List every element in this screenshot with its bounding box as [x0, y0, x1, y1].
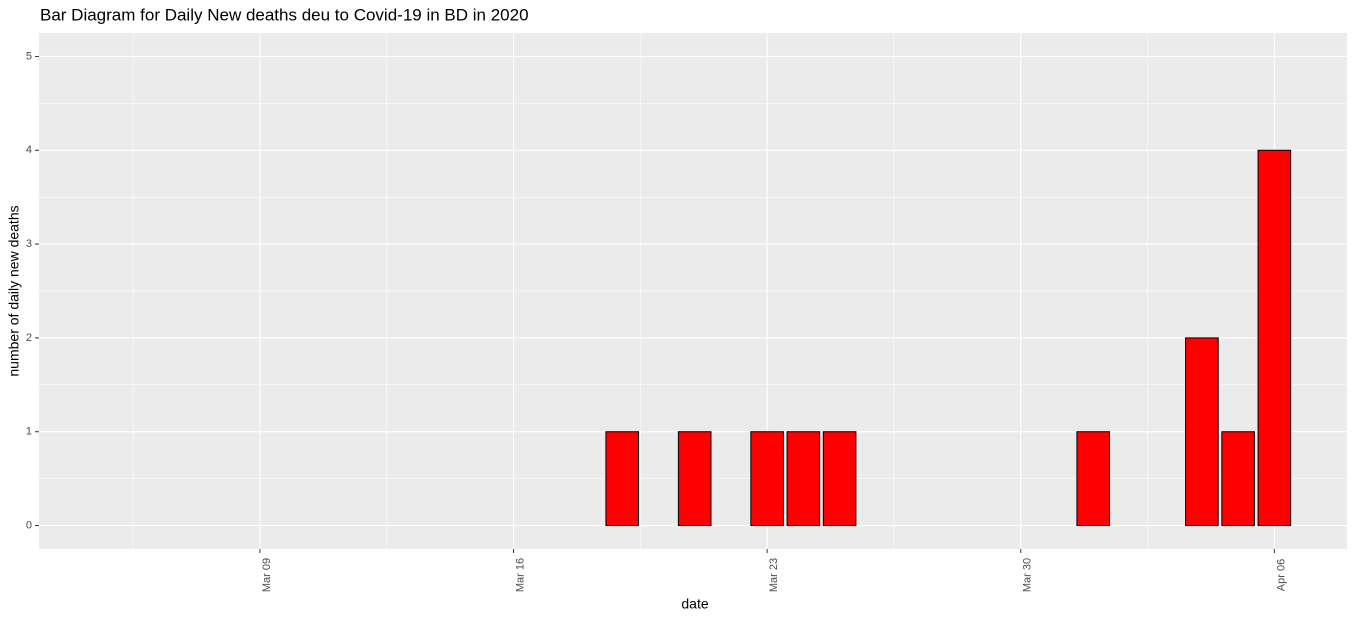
bar — [822, 431, 857, 527]
x-tick-label: Mar 09 — [261, 558, 273, 592]
y-tick-label: 4 — [26, 144, 32, 156]
bar — [605, 431, 640, 527]
x-tick-label: Apr 06 — [1275, 559, 1287, 591]
bar — [786, 431, 821, 527]
y-axis-title: number of daily new deaths — [6, 205, 22, 376]
y-tick-label: 3 — [26, 238, 32, 250]
bar — [1257, 149, 1292, 527]
y-tick-label: 5 — [26, 50, 32, 62]
bar — [1185, 337, 1219, 527]
bar — [1076, 431, 1111, 527]
chart-title: Bar Diagram for Daily New deaths deu to … — [40, 5, 529, 24]
bar — [750, 431, 784, 527]
x-tick-label: Mar 30 — [1022, 558, 1034, 592]
y-tick-label: 2 — [26, 332, 32, 344]
bar — [1221, 431, 1255, 527]
bar — [677, 431, 712, 527]
y-tick-label: 0 — [26, 519, 32, 531]
x-axis-title: date — [681, 596, 708, 612]
y-tick-label: 1 — [26, 426, 32, 438]
x-tick-label: Mar 23 — [768, 558, 780, 592]
x-tick-label: Mar 16 — [514, 558, 526, 592]
